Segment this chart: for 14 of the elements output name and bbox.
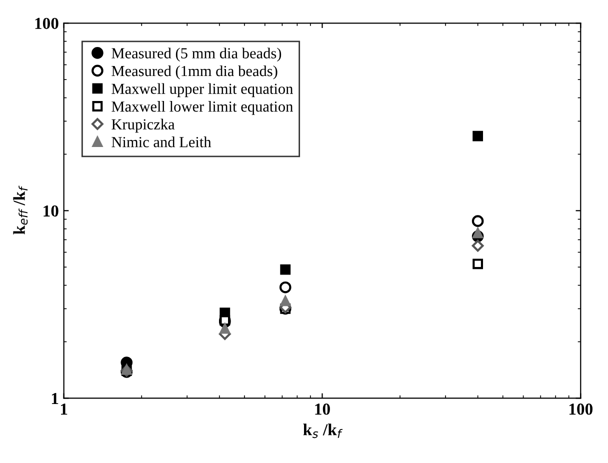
y-axis-title: k$_{eff}$ /k$_{f}$	[13, 186, 28, 234]
legend-label: Nimic and Leith	[112, 136, 212, 148]
y-tick-label: 10	[44, 205, 58, 217]
legend-label: Maxwell upper limit equation	[112, 83, 293, 98]
y-tick-label: 100	[35, 18, 58, 30]
x-tick-label: 1	[61, 404, 68, 415]
x-tick-label: 10	[315, 404, 330, 415]
legend-label: Measured (1mm dia beads)	[112, 65, 278, 80]
x-axis-title: k$_{s}$ /k$_{f}$	[303, 424, 343, 438]
legend-label: Krupiczka	[112, 118, 175, 133]
legend-label: Measured (5 mm dia beads)	[112, 48, 282, 62]
y-tick-label: 1	[52, 392, 58, 404]
legend-label: Maxwell lower limit equation	[112, 100, 293, 115]
x-tick-label: 100	[569, 404, 593, 415]
